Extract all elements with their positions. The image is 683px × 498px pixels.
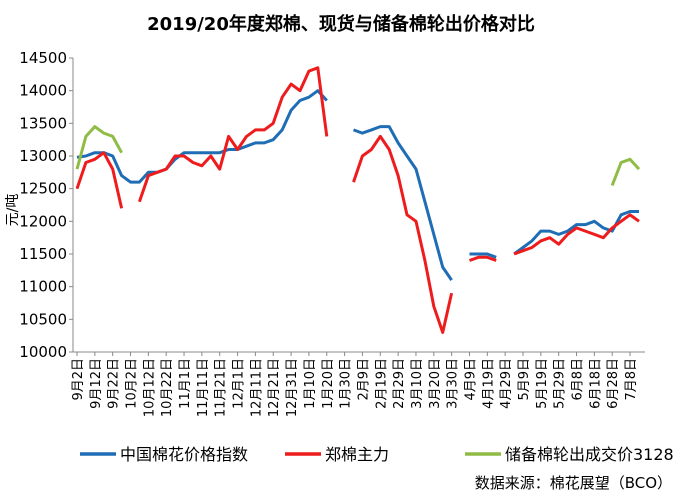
x-tick-label: 2月9日 xyxy=(356,358,371,401)
series-line xyxy=(352,134,454,334)
y-tick-label: 10000 xyxy=(19,343,67,361)
x-tick-label: 10月2日 xyxy=(125,358,140,409)
x-tick-label: 7月8日 xyxy=(624,358,639,401)
series-line xyxy=(137,66,329,203)
x-tick-label: 4月29日 xyxy=(499,358,514,409)
series-line xyxy=(469,252,497,259)
x-tick-label: 9月22日 xyxy=(107,358,122,409)
series-line xyxy=(352,125,453,281)
x-tick-label: 4月9日 xyxy=(463,358,478,401)
x-tick-label: 5月9日 xyxy=(517,358,532,401)
x-tick-label: 10月22日 xyxy=(160,358,175,417)
x-tick-label: 9月2日 xyxy=(71,358,86,401)
y-tick-label: 11500 xyxy=(19,245,67,263)
x-tick-label: 5月29日 xyxy=(553,358,568,409)
legend-label: 储备棉轮出成交价3128 xyxy=(505,445,674,464)
x-tick-label: 12月1日 xyxy=(232,358,247,409)
x-tick-label: 2月19日 xyxy=(374,358,389,409)
chart-title: 2019/20年度郑棉、现货与储备棉轮出价格对比 xyxy=(147,13,535,35)
x-tick-label: 1月10日 xyxy=(303,358,318,409)
x-tick-label: 12月11日 xyxy=(249,358,264,417)
series-line xyxy=(513,210,639,256)
y-tick-label: 11000 xyxy=(19,278,67,296)
x-tick-label: 6月28日 xyxy=(606,358,621,409)
source: 数据来源：棉花展望（BCO） xyxy=(475,474,672,492)
y-tick-label: 14000 xyxy=(19,82,67,100)
series-line xyxy=(468,255,497,262)
x-tick-label: 5月19日 xyxy=(535,358,550,409)
x-tick-label: 3月20日 xyxy=(428,358,443,409)
x-tick-label: 3月10日 xyxy=(410,358,425,409)
y-tick-label: 12000 xyxy=(19,212,67,230)
y-tick-label: 13500 xyxy=(19,114,67,132)
y-tick-label: 14500 xyxy=(19,49,67,67)
x-tick-label: 4月19日 xyxy=(481,358,496,409)
x-tick-label: 11月1日 xyxy=(178,358,193,409)
x-tick-label: 12月21日 xyxy=(267,358,282,417)
series-line xyxy=(75,151,124,209)
series-line xyxy=(610,157,641,186)
x-tick-label: 11月11日 xyxy=(196,358,211,417)
y-tick-label: 12500 xyxy=(19,180,67,198)
x-tick-label: 1月30日 xyxy=(339,358,354,409)
series-line xyxy=(513,213,640,256)
y-axis-label: 元/吨 xyxy=(5,194,21,227)
y-tick-label: 10500 xyxy=(19,310,67,328)
x-tick-label: 2月29日 xyxy=(392,358,407,409)
legend-label: 中国棉花价格指数 xyxy=(120,445,248,464)
x-tick-label: 9月12日 xyxy=(89,358,104,409)
x-tick-label: 6月18日 xyxy=(588,358,603,409)
x-tick-label: 12月31日 xyxy=(285,358,300,417)
series-line xyxy=(76,89,328,184)
legend-label: 郑棉主力 xyxy=(325,445,389,464)
x-tick-label: 3月30日 xyxy=(446,358,461,409)
x-tick-label: 6月8日 xyxy=(571,358,586,401)
series-line xyxy=(75,125,123,170)
y-tick-label: 13000 xyxy=(19,147,67,165)
x-tick-label: 11月21日 xyxy=(214,358,229,417)
x-tick-label: 10月12日 xyxy=(142,358,157,417)
x-tick-label: 1月20日 xyxy=(321,358,336,409)
